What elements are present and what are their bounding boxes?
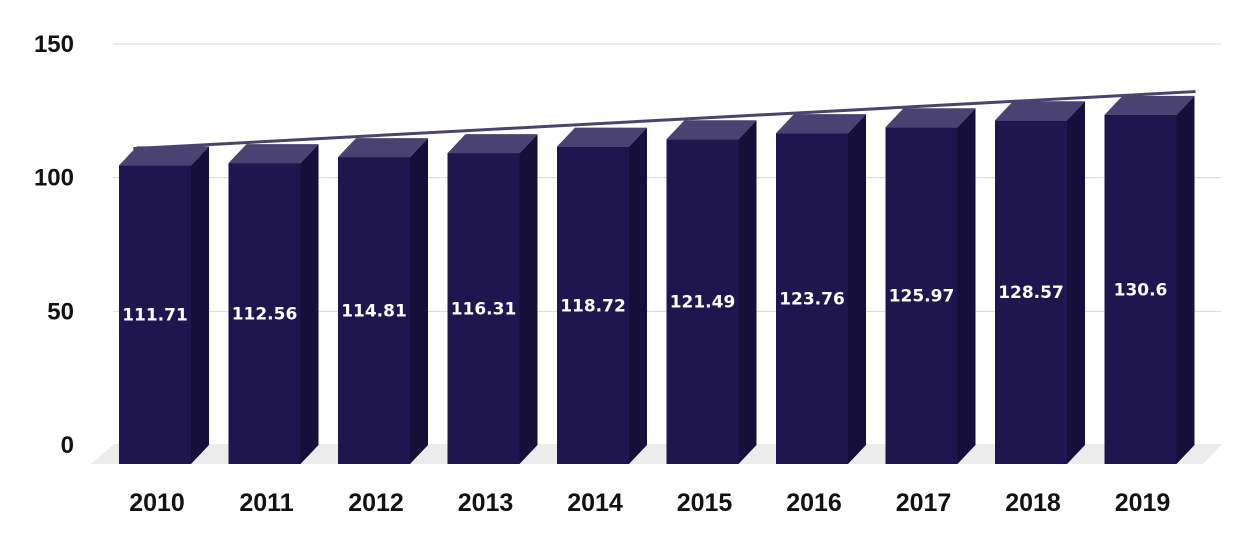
bar [447, 134, 538, 464]
bar-front [557, 146, 629, 464]
bar [228, 144, 319, 464]
bar-top [995, 101, 1085, 121]
bar-side [300, 144, 319, 464]
x-tick-label: 2015 [677, 489, 733, 517]
bar-side [738, 120, 757, 464]
bar-front [119, 165, 191, 464]
data-label: 130.6 [1114, 280, 1168, 300]
bar-top [885, 108, 976, 128]
y-tick-label: 50 [47, 298, 74, 325]
x-tick-label: 2010 [129, 489, 185, 517]
bar [338, 138, 428, 465]
y-tick-label: 100 [34, 165, 74, 192]
bar-side [191, 146, 209, 464]
data-label: 116.31 [451, 300, 517, 320]
bar [666, 120, 757, 464]
bar-top [338, 138, 428, 158]
x-tick-label: 2018 [1005, 489, 1061, 517]
bar [119, 146, 209, 464]
bar-front [228, 163, 301, 464]
bar-front [666, 139, 739, 464]
bar [557, 127, 647, 465]
bar-front [885, 127, 958, 464]
bar-front [776, 133, 848, 465]
bar-top [119, 146, 209, 166]
bar [995, 101, 1085, 464]
x-axis-ticks: 2010 2011 2012 2013 2014 2015 2016 2017 2018 2019 [129, 489, 1170, 517]
data-label: 125.97 [889, 287, 955, 307]
bar [885, 108, 976, 464]
bar-side [1176, 95, 1195, 464]
bar-front [995, 120, 1067, 464]
data-label: 114.81 [341, 302, 407, 322]
bar-side [848, 114, 866, 465]
bar [1104, 95, 1195, 464]
data-label: 112.56 [232, 305, 298, 325]
bar-front [447, 153, 520, 464]
bar-side [957, 108, 976, 464]
bar-top [557, 127, 647, 147]
bar [776, 114, 866, 465]
bar-side [629, 127, 647, 465]
x-tick-label: 2016 [786, 489, 842, 517]
bar-side [519, 134, 538, 464]
bar-top [776, 114, 866, 134]
x-tick-label: 2014 [567, 489, 623, 517]
y-tick-label: 0 [61, 432, 74, 459]
data-label: 111.71 [122, 306, 188, 326]
data-label: 121.49 [670, 293, 736, 313]
bar-side [410, 138, 428, 465]
bars [119, 95, 1195, 465]
bar-top [228, 144, 319, 164]
data-label: 128.57 [998, 283, 1064, 303]
x-tick-label: 2011 [239, 489, 293, 517]
bar-top [1104, 95, 1195, 115]
data-label: 118.72 [560, 296, 626, 316]
bar-side [1067, 101, 1085, 464]
y-tick-label: 150 [34, 31, 74, 58]
x-tick-label: 2017 [896, 489, 952, 517]
bar-front [1104, 114, 1177, 464]
bar-front [338, 157, 410, 465]
trend-line [133, 90, 1196, 151]
data-labels: 111.71 112.56 114.81 116.31 118.72 121.49 123.… [122, 280, 1167, 325]
x-tick-label: 2012 [348, 489, 404, 517]
y-axis-ticks: 0 50 100 150 [34, 31, 74, 459]
x-tick-label: 2019 [1115, 489, 1171, 517]
bar-top [666, 120, 757, 140]
data-label: 123.76 [779, 290, 845, 310]
x-tick-label: 2013 [458, 489, 514, 517]
bar-top [447, 134, 538, 154]
